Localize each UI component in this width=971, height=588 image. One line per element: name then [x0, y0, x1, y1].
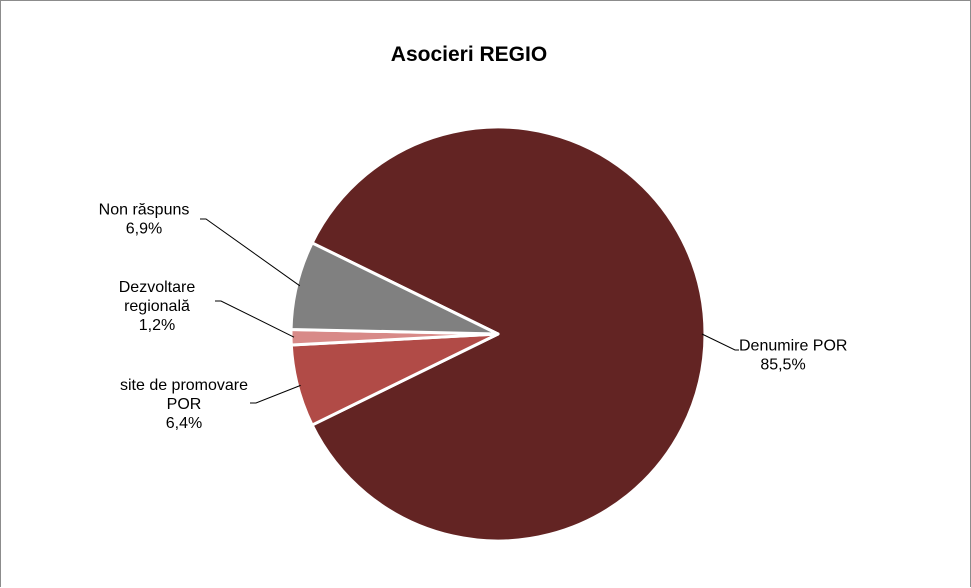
chart-title: Asocieri REGIO: [391, 43, 547, 66]
slice-category-label: site de promovare: [120, 377, 248, 394]
slice-value-label: 85,5%: [760, 357, 805, 374]
slice-value-label: 1,2%: [139, 317, 175, 334]
leader-line: [701, 333, 739, 351]
leader-line: [200, 218, 301, 287]
leader-line: [215, 300, 295, 338]
slice-category-label: POR: [167, 396, 202, 413]
slice-value-label: 6,4%: [166, 415, 202, 432]
leader-line: [250, 384, 301, 404]
slice-category-label: Non răspuns: [99, 202, 190, 219]
pie-slice: [310, 125, 707, 543]
leader-lines: [200, 218, 739, 404]
slice-labels: Denumire POR 85,5% site de promovare POR 6,4…: [99, 202, 848, 433]
pie-slice: [289, 241, 500, 336]
pie-slices: [289, 125, 707, 543]
slice-category-label: Denumire POR: [739, 338, 847, 355]
slice-value-label: 6,9%: [126, 221, 162, 238]
slice-category-label: Dezvoltare: [119, 279, 196, 296]
slice-category-label: regională: [124, 298, 190, 315]
